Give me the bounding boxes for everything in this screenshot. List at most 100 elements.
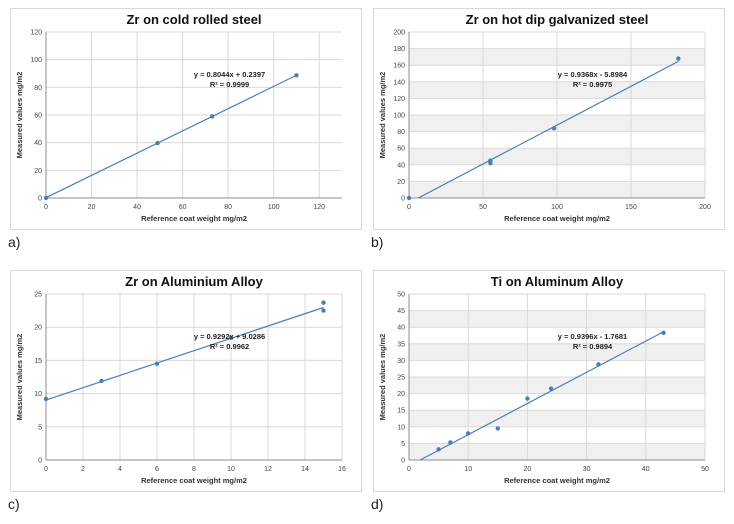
y-tick-label-d: 25 <box>397 375 405 382</box>
y-tick-label-a: 100 <box>30 57 42 64</box>
panel-label-b: b) <box>371 234 384 250</box>
grid-band-d <box>409 310 705 328</box>
y-tick-label-c: 20 <box>34 325 42 332</box>
chart-svg-b: 0 20 40 60 80 100 120 140 160 180 200 0 50 100 150 200 Z… <box>373 8 725 230</box>
y-axis-title-b: Measured values mg/m2 <box>378 72 387 159</box>
data-point-c <box>43 396 49 402</box>
panel-label-d: d) <box>371 496 384 512</box>
y-tick-label-d: 20 <box>397 391 405 398</box>
y-tick-label-b: 200 <box>393 30 405 37</box>
y-tick-label-a: 20 <box>34 168 42 175</box>
y-tick-label-d: 30 <box>397 358 405 365</box>
r-squared-b: R² = 0.9975 <box>573 80 612 89</box>
x-tick-label-a: 100 <box>268 204 280 211</box>
y-tick-label-a: 80 <box>34 85 42 92</box>
x-tick-label-a: 40 <box>133 204 141 211</box>
y-axis-title-c: Measured values mg/m2 <box>15 334 24 421</box>
y-tick-label-b: 20 <box>397 179 405 186</box>
grid-band-d <box>409 343 705 361</box>
trend-equation-d: y = 0.9396x - 1.7681 <box>558 332 627 341</box>
y-tick-label-a: 120 <box>30 30 42 37</box>
data-point-d <box>436 447 441 452</box>
x-tick-label-a: 120 <box>313 204 325 211</box>
x-axis-title-b: Reference coat weight mg/m2 <box>504 214 610 223</box>
data-point-b <box>406 195 412 201</box>
panel-label-c: c) <box>8 496 20 512</box>
y-tick-label-c: 0 <box>38 458 42 465</box>
chart-panel-a: 0 20 40 60 80 100 120 0 20 40 60 80 100 120 Zr on cold… <box>8 8 362 260</box>
trendline-b <box>418 60 679 199</box>
data-point-a <box>155 140 160 146</box>
y-tick-label-b: 120 <box>393 96 405 103</box>
x-tick-label-a: 0 <box>44 204 48 211</box>
y-tick-label-d: 5 <box>401 441 405 448</box>
trendline-a <box>45 74 297 199</box>
x-tick-label-c: 16 <box>338 466 346 473</box>
x-axis-title-c: Reference coat weight mg/m2 <box>141 476 247 485</box>
y-tick-label-b: 40 <box>397 162 405 169</box>
y-tick-label-d: 0 <box>401 458 405 465</box>
x-tick-label-c: 0 <box>44 466 48 473</box>
x-tick-label-b: 100 <box>551 204 563 211</box>
chart-svg-c: 0 5 10 15 20 25 0 2 4 6 8 10 12 14 16 Zr on Aluminium A… <box>10 270 362 492</box>
grid-band-d <box>409 377 705 394</box>
y-tick-label-d: 50 <box>397 292 405 299</box>
data-point-c <box>321 300 326 305</box>
chart-panel-c: 0 5 10 15 20 25 0 2 4 6 8 10 12 14 16 Zr on Aluminium A… <box>8 270 362 522</box>
chart-title-c: Zr on Aluminium Alloy <box>125 274 263 289</box>
data-point-d <box>495 426 500 431</box>
data-point-a <box>294 73 299 78</box>
r-squared-d: R² = 0.9894 <box>573 342 613 351</box>
x-tick-label-d: 20 <box>524 466 532 473</box>
y-tick-label-a: 40 <box>34 140 42 147</box>
x-tick-label-d: 40 <box>642 466 650 473</box>
y-tick-label-b: 180 <box>393 46 405 53</box>
trend-equation-b: y = 0.9368x - 5.8984 <box>558 70 628 79</box>
chart-svg-d: 0 5 10 15 20 25 30 35 40 45 50 0 10 20 30 40 50 Ti on Alu… <box>373 270 725 492</box>
x-tick-label-c: 12 <box>264 466 272 473</box>
x-tick-label-b: 50 <box>479 204 487 211</box>
data-point-d <box>466 431 471 436</box>
data-point-d <box>596 362 601 367</box>
panel-label-a: a) <box>8 234 21 250</box>
x-tick-label-d: 0 <box>407 466 411 473</box>
y-tick-label-d: 35 <box>397 341 405 348</box>
x-tick-label-d: 10 <box>464 466 472 473</box>
y-tick-label-a: 0 <box>38 196 42 203</box>
y-axis-title-d: Measured values mg/m2 <box>378 334 387 421</box>
data-point-b <box>488 158 493 163</box>
y-tick-label-d: 10 <box>397 424 405 431</box>
x-tick-label-a: 20 <box>88 204 96 211</box>
data-point-c <box>154 361 160 366</box>
r-squared-a: R² = 0.9999 <box>210 80 249 89</box>
x-tick-label-c: 2 <box>81 466 85 473</box>
y-tick-label-b: 160 <box>393 63 405 70</box>
x-tick-label-a: 60 <box>179 204 187 211</box>
grid-band-d <box>409 410 705 427</box>
x-tick-label-d: 30 <box>583 466 591 473</box>
x-tick-label-b: 0 <box>407 204 411 211</box>
y-tick-label-d: 45 <box>397 308 405 315</box>
trend-equation-a: y = 0.8044x + 0.2397 <box>194 70 265 79</box>
data-point-d <box>448 440 453 445</box>
y-tick-label-c: 10 <box>34 391 42 398</box>
data-point-b <box>676 56 681 61</box>
y-tick-label-b: 140 <box>393 79 405 86</box>
trendline-d <box>419 331 664 461</box>
trendline-c <box>45 306 324 401</box>
chart-svg-a: 0 20 40 60 80 100 120 0 20 40 60 80 100 120 Zr on cold… <box>10 8 362 230</box>
y-axis-title-a: Measured values mg/m2 <box>15 72 24 159</box>
x-axis-title-d: Reference coat weight mg/m2 <box>504 476 610 485</box>
chart-title-d: Ti on Aluminum Alloy <box>491 274 624 289</box>
x-tick-label-c: 14 <box>301 466 309 473</box>
data-point-c <box>321 308 326 313</box>
x-tick-label-c: 4 <box>118 466 122 473</box>
x-tick-label-a: 80 <box>224 204 232 211</box>
grid-band-d <box>409 443 705 460</box>
trend-equation-c: y = 0.9292x + 9.0286 <box>194 332 265 341</box>
y-tick-label-b: 60 <box>397 146 405 153</box>
y-tick-label-b: 100 <box>393 113 405 120</box>
y-tick-label-b: 80 <box>397 129 405 136</box>
x-axis-title-a: Reference coat weight mg/m2 <box>141 214 247 223</box>
data-point-d <box>661 330 666 336</box>
